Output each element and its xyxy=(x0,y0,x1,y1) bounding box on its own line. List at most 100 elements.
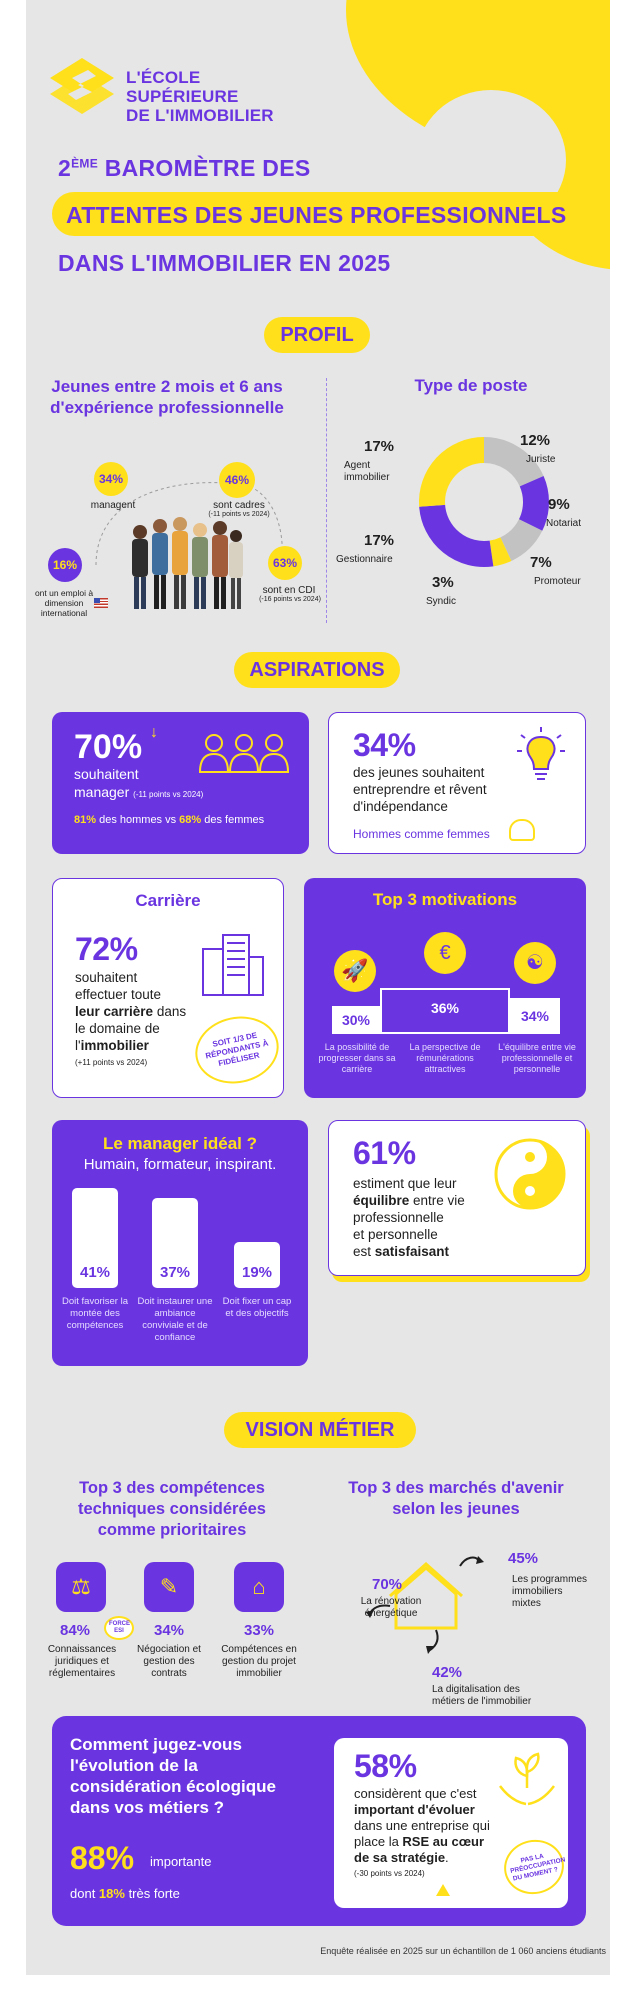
stat-label-international: ont un emploi à dimension international xyxy=(34,588,94,618)
poste-donut-chart xyxy=(419,437,549,567)
motivation-value-1: 30% xyxy=(341,1012,371,1028)
manager-ideal-subtitle: Humain, formateur, inspirant. xyxy=(83,1156,277,1173)
arrow-down-icon: ↓ xyxy=(150,724,158,741)
eco-card-l5: de sa stratégie. xyxy=(354,1850,504,1866)
card-entreprendre: 34% des jeunes souhaitent entreprendre e… xyxy=(328,712,586,854)
card-manager: 70% ↓ souhaitent manager (-11 points vs … xyxy=(52,712,309,854)
card-manager-value: 70% xyxy=(74,728,143,766)
card-ecologie: Comment jugez-vous l'évolution de la con… xyxy=(52,1716,586,1926)
footer-note: Enquête réalisée en 2025 sur un échantil… xyxy=(320,1946,606,1956)
eco-inner-card: 58% considèrent que c'est important d'év… xyxy=(334,1738,569,1908)
card-carriere-l3a: leur carrière xyxy=(75,1004,154,1019)
gender-f-value: 68% xyxy=(179,814,202,826)
card-motivations-title: Top 3 motivations xyxy=(372,890,518,909)
stat-label-cdi: sont en CDI xyxy=(262,585,316,596)
card-carriere-l2: effectuer toute xyxy=(75,987,162,1002)
podium-left xyxy=(332,1006,380,1034)
eco-card-l5b: . xyxy=(445,1850,449,1865)
donut-value-notariat: 9% xyxy=(548,496,570,513)
card-equilibre-l2a: équilibre xyxy=(353,1193,410,1208)
card-entreprendre-l1: des jeunes souhaitent xyxy=(353,765,485,780)
card-equilibre-l5: est satisfaisant xyxy=(353,1243,503,1260)
card-manager-ideal: Le manager idéal ? Humain, formateur, in… xyxy=(52,1120,308,1366)
stat-label-managent: managent xyxy=(90,500,136,511)
stat-note-cadres: (-11 points vs 2024) xyxy=(208,511,270,518)
card-carriere-l5b: immobilier xyxy=(80,1038,149,1053)
logo-line-1: L'ÉCOLE xyxy=(126,68,201,87)
donut-label-syndic: Syndic xyxy=(426,596,457,607)
donut-label-notariat: Notariat xyxy=(546,518,582,529)
skill-value-1: 84% xyxy=(60,1622,91,1639)
stat-value-managent: 34% xyxy=(98,472,124,486)
motivation-value-3: 34% xyxy=(520,1008,550,1024)
donut-slice-agent-immobilier xyxy=(419,437,485,507)
manager-bar-label-1: Doit favoriser la montée des compétences xyxy=(62,1296,128,1331)
card-carriere-l1: souhaitent xyxy=(75,970,138,985)
rocket-icon: 🚀 xyxy=(334,950,376,992)
card-equilibre-text: estiment que leur équilibre entre vie pr… xyxy=(353,1175,503,1260)
motivation-label-1: La possibilité de progresser dans sa car… xyxy=(318,1042,396,1074)
card-equilibre-l3: professionnelle xyxy=(353,1210,444,1225)
skill-value-2: 34% xyxy=(153,1622,185,1639)
donut-value-agent-immobilier: 17% xyxy=(364,438,395,455)
section-vision: VISION MÉTIER xyxy=(224,1412,416,1448)
eco-stamp: PAS LA PRÉOCCUPATION DU MOMENT ? xyxy=(499,1834,569,1900)
donut-value-promoteur: 7% xyxy=(530,554,552,571)
podium-right xyxy=(510,998,560,1034)
market-value-1: 70% xyxy=(372,1576,403,1593)
manager-bar-3 xyxy=(234,1242,280,1288)
law-icon: ⚖ xyxy=(56,1562,106,1612)
vision-left-title: Top 3 des compétences techniques considé… xyxy=(78,1479,266,1539)
skill-value-3: 33% xyxy=(243,1622,275,1639)
donut-slice-notariat xyxy=(518,476,549,531)
stat-label-cadres: sont cadres xyxy=(213,500,265,511)
logo xyxy=(48,56,116,116)
chart-title: Type de poste xyxy=(414,376,528,395)
eco-question: Comment jugez-vous l'évolution de la con… xyxy=(70,1735,276,1817)
podium-center xyxy=(380,988,510,1034)
manager-bar-2 xyxy=(152,1198,198,1288)
manager-bar-value-2: 37% xyxy=(159,1264,191,1281)
team-icon xyxy=(198,734,290,773)
manager-bar-value-1: 41% xyxy=(79,1264,111,1281)
eco-card-l2: important d'évoluer xyxy=(354,1802,475,1817)
force-esi-badge: FORCE ESI xyxy=(104,1616,134,1640)
card-equilibre-l5a: est xyxy=(353,1244,375,1259)
eco-card-l3: dans une entreprise qui xyxy=(354,1818,490,1833)
eco-card-note: (-30 points vs 2024) xyxy=(354,1869,425,1878)
title-highlight xyxy=(52,192,582,236)
infographic-page: L'ÉCOLE SUPÉRIEURE DE L'IMMOBILIER 2ÈME … xyxy=(26,0,610,1975)
skill-label-2: Négociation et gestion des contrats xyxy=(137,1644,201,1679)
gender-h-text: des hommes vs xyxy=(96,814,180,826)
card-manager-l2-text: manager xyxy=(74,784,130,800)
section-aspirations: ASPIRATIONS xyxy=(234,652,400,688)
stat-note-cdi: (-16 points vs 2024) xyxy=(259,596,321,603)
title-rest: BAROMÈTRE DES xyxy=(98,155,311,181)
donut-slice-syndic xyxy=(489,537,512,567)
stat-value-international: 16% xyxy=(52,558,78,572)
manager-bar-label-2: Doit instaurer une ambiance conviviale e… xyxy=(137,1296,213,1343)
market-label-2: Les programmes immobiliers mixtes xyxy=(512,1574,588,1609)
eco-stamp-text: PAS LA PRÉOCCUPATION DU MOMENT ? xyxy=(509,1852,567,1883)
card-carriere-text: souhaitent effectuer toute leur carrière… xyxy=(75,969,235,1071)
card-carriere-l4: le domaine de xyxy=(75,1021,160,1036)
card-carriere-title: Carrière xyxy=(135,891,201,910)
donut-slice-promoteur xyxy=(499,518,543,561)
donut-label-gestionnaire: Gestionnaire xyxy=(336,554,393,565)
lightbulb-icon xyxy=(517,727,565,780)
gender-h-value: 81% xyxy=(74,814,97,826)
donut-slice-juriste xyxy=(483,437,544,487)
eco-line2-b: 18% xyxy=(98,1886,125,1901)
stat-circle-63 xyxy=(268,546,302,580)
card-equilibre-l1: estiment que leur xyxy=(353,1176,457,1191)
eco-card-l4a: place la xyxy=(354,1834,403,1849)
donut-label-agent-immobilier: Agent immobilier xyxy=(344,460,390,483)
meditation-icon: ☯ xyxy=(514,942,556,984)
stat-circle-16 xyxy=(48,548,82,582)
card-entreprendre-value: 34% xyxy=(353,727,416,763)
card-equilibre-l2b: entre vie xyxy=(409,1193,465,1208)
donut-value-gestionnaire: 17% xyxy=(364,532,395,549)
motivation-label-3: L'équilibre entre vie professionnelle et… xyxy=(498,1042,576,1074)
card-carriere-l5: l'immobilier xyxy=(75,1037,235,1054)
card-entreprendre-l3: d'indépendance xyxy=(353,799,448,814)
